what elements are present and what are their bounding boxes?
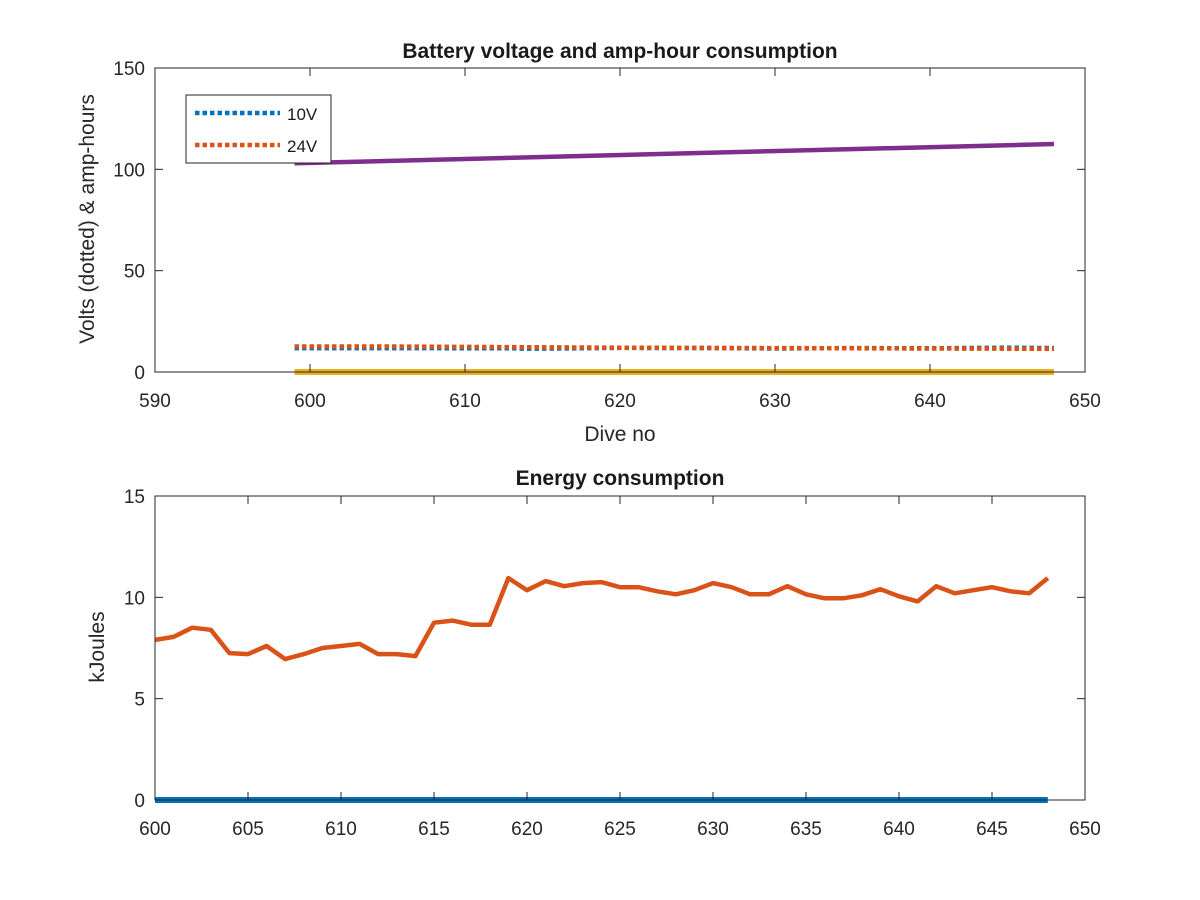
legend: 10V 24V	[185, 94, 332, 164]
x-tick-label: 600	[294, 391, 326, 412]
x-tick-label: 610	[325, 819, 357, 840]
legend-box	[185, 94, 332, 164]
x-tick-label: 635	[790, 819, 822, 840]
y-axis-label: Volts (dotted) & amp-hours	[76, 94, 99, 344]
x-tick-label: 620	[604, 391, 636, 412]
chart-title: Energy consumption	[516, 467, 725, 490]
x-tick-label: 610	[449, 391, 481, 412]
x-tick-label: 650	[1069, 391, 1101, 412]
series-line-2	[294, 141, 1055, 166]
tick-labels: 600 605 610 615 620 625 630 635 640 645 650 0 5 10 15	[124, 487, 1101, 840]
x-tick-label: 625	[604, 819, 636, 840]
y-tick-label: 0	[134, 363, 145, 384]
battery-chart: Battery voltage and amp-hour consumption…	[76, 40, 1101, 446]
axes-box	[154, 495, 1086, 801]
energy-chart: Energy consumption 600 605 610 615 620 625 630…	[86, 467, 1101, 840]
x-tick-label: 615	[418, 819, 450, 840]
series-line-0	[154, 575, 1050, 662]
x-tick-label: 650	[1069, 819, 1101, 840]
tick-labels: 590 600 610 620 630 640 650 0 50 100 150	[113, 59, 1101, 412]
y-tick-label: 10	[124, 588, 145, 609]
y-tick-label: 150	[113, 59, 145, 80]
y-tick-label: 15	[124, 487, 145, 508]
x-axis-label: Dive no	[584, 423, 655, 446]
axes	[154, 495, 1086, 801]
y-tick-label: 100	[113, 160, 145, 181]
y-tick-label: 0	[134, 791, 145, 812]
legend-label-10v: 10V	[287, 105, 318, 124]
series-group	[154, 575, 1050, 803]
legend-label-24v: 24V	[287, 137, 318, 156]
x-tick-label: 630	[697, 819, 729, 840]
series-group	[294, 141, 1055, 375]
y-axis-label: kJoules	[86, 611, 109, 682]
x-tick-label: 630	[759, 391, 791, 412]
y-tick-label: 50	[124, 262, 145, 283]
x-tick-label: 640	[883, 819, 915, 840]
x-tick-label: 605	[232, 819, 264, 840]
x-tick-label: 645	[976, 819, 1008, 840]
x-tick-label: 600	[139, 819, 171, 840]
chart-title: Battery voltage and amp-hour consumption	[402, 40, 837, 63]
x-tick-label: 640	[914, 391, 946, 412]
series-line-24v	[294, 344, 1054, 351]
y-tick-label: 5	[134, 690, 145, 711]
axes	[154, 67, 1086, 373]
x-tick-label: 620	[511, 819, 543, 840]
x-tick-label: 590	[139, 391, 171, 412]
